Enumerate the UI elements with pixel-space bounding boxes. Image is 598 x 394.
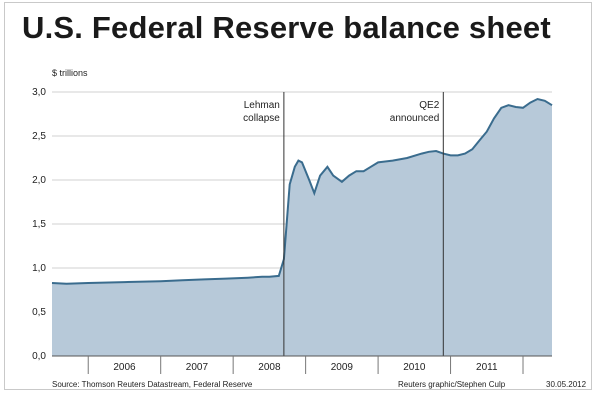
annotation-label: Lehman [244, 100, 280, 111]
y-tick-label: 0,0 [32, 351, 46, 362]
annotation-label: announced [390, 113, 440, 124]
annotation-label: QE2 [419, 100, 439, 111]
area-layer [51, 97, 553, 356]
y-axis-unit-label: $ trillions [52, 68, 88, 78]
source-note: Source: Thomson Reuters Datastream, Fede… [52, 380, 253, 389]
x-tick-label: 2010 [403, 362, 426, 373]
annotation-label: collapse [243, 113, 280, 124]
x-tick-label: 2009 [331, 362, 354, 373]
graphic-credit: Reuters graphic/Stephen Culp [398, 380, 506, 389]
publish-date: 30.05.2012 [546, 380, 587, 389]
x-tick-label: 2008 [258, 362, 281, 373]
y-tick-label: 1,0 [32, 263, 46, 274]
series-area [52, 99, 552, 356]
chart-title: U.S. Federal Reserve balance sheet [22, 10, 551, 45]
axis-layer: 0,0 0,5 1,0 1,5 2,0 2,5 3,0 2006 2007 2008 2009 201… [32, 87, 552, 374]
y-tick-label: 1,5 [32, 219, 46, 230]
y-tick-label: 2,5 [32, 131, 46, 142]
x-tick-label: 2011 [476, 362, 498, 373]
x-tick-label: 2006 [113, 362, 136, 373]
y-tick-label: 2,0 [32, 175, 46, 186]
y-tick-label: 0,5 [32, 307, 46, 318]
annotation-layer: Lehman collapse QE2 announced [243, 92, 444, 356]
x-tick-label: 2007 [186, 362, 209, 373]
y-tick-label: 3,0 [32, 87, 46, 98]
series-line [51, 97, 553, 285]
